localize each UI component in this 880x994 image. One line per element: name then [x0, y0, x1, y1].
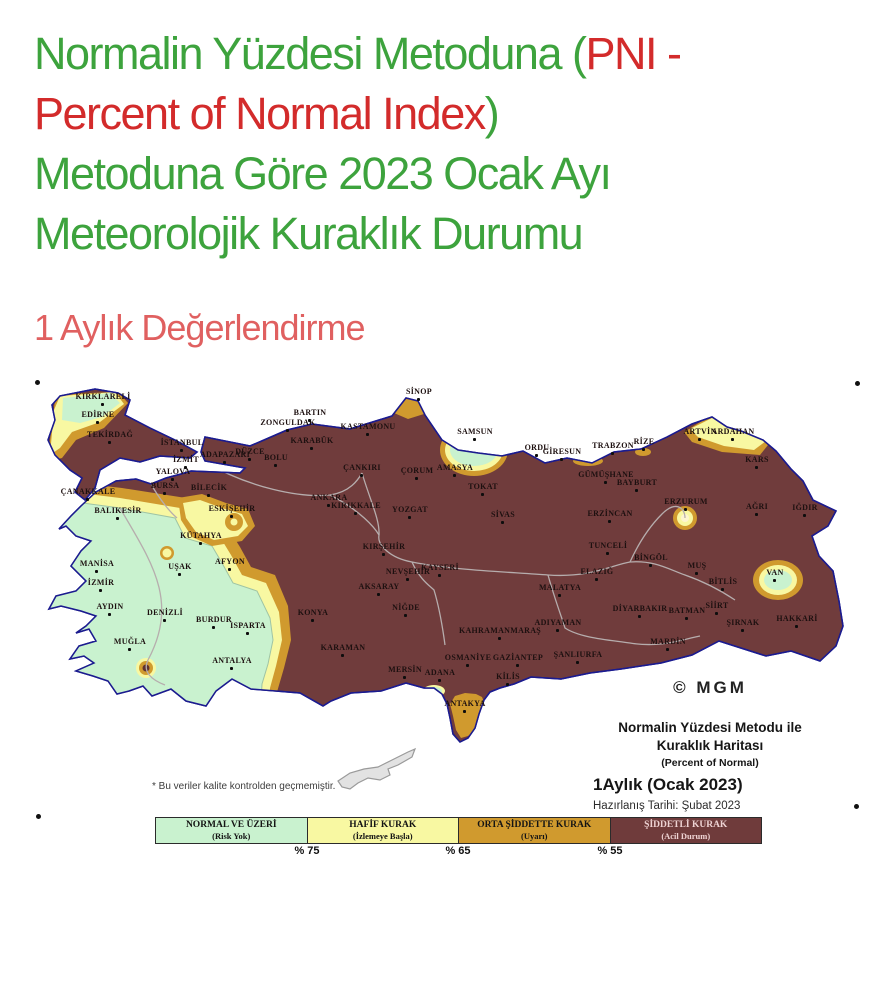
legend-item-moderate: ORTA ŞİDDETTE KURAK (Uyarı): [459, 818, 611, 843]
legend-item-subtitle: (Uyarı): [521, 831, 548, 841]
legend-item-subtitle: (İzlemeye Başla): [352, 831, 413, 841]
legend-threshold: % 65: [445, 845, 471, 857]
legend-item-title: ORTA ŞİDDETTE KURAK: [477, 820, 592, 830]
legend-item-subtitle: (Acil Durum): [661, 831, 711, 841]
region-thrace-normal: [62, 393, 120, 423]
anomaly-van-normal: [764, 570, 792, 590]
province-borders: [119, 461, 736, 686]
corner-dot: [854, 804, 859, 809]
title-part-green-3: Metoduna Göre 2023 Ocak Ayı Meteorolojik…: [34, 148, 612, 259]
page-title: Normalin Yüzdesi Metoduna (PNI - Percent…: [34, 24, 754, 264]
anatolia-coastline: [47, 397, 844, 743]
legend-item-title: NORMAL VE ÜZERİ: [185, 820, 277, 830]
caption-line-1: Normalin Yüzdesi Metodu ile: [618, 720, 802, 735]
map-caption: Normalin Yüzdesi Metodu ile Kuraklık Har…: [585, 719, 835, 814]
caption-line-3: (Percent of Normal): [661, 757, 759, 769]
anomaly-kutahya-south-inner: [162, 548, 172, 558]
article-header: Normalin Yüzdesi Metoduna (PNI - Percent…: [0, 0, 880, 348]
anomaly-sinop-moderate: [394, 398, 424, 419]
corner-dot: [855, 381, 860, 386]
legend-item-normal: NORMAL VE ÜZERİ (Risk Yok): [156, 818, 308, 843]
anomaly-artvin-mild: [690, 418, 766, 450]
legend-item-mild: HAFİF KURAK (İzlemeye Başla): [307, 818, 459, 843]
drought-map-figure: KIRKLARELİ EDİRNE TEKİRDAĞ İSTANBUL YALOVA İZ…: [0, 375, 880, 880]
title-part-green-1: Normalin Yüzdesi Metoduna (: [34, 28, 587, 79]
caption-period: 1Aylık (Ocak 2023): [593, 775, 743, 794]
quality-note: * Bu veriler kalite kontrolden geçmemişt…: [152, 781, 336, 792]
anomaly-rize-moderate: [635, 448, 651, 456]
page-subtitle: 1 Aylık Değerlendirme: [34, 307, 366, 348]
legend-item-subtitle: (Risk Yok): [212, 831, 251, 841]
turkey-drought-map: [47, 388, 844, 743]
anomaly-trabzon-moderate: [573, 456, 603, 466]
title-part-red: PNI - Percent of Normal Index: [34, 28, 682, 139]
corner-dot: [36, 814, 41, 819]
mgm-copyright: © MGM: [673, 678, 747, 697]
legend-item-title: HAFİF KURAK: [349, 820, 417, 830]
thrace-coastline: [47, 388, 199, 502]
caption-date: Hazırlanış Tarihi: Şubat 2023: [593, 800, 741, 812]
map-legend: NORMAL VE ÜZERİ (Risk Yok) HAFİF KURAK (…: [155, 817, 762, 844]
caption-line-2: Kuraklık Haritası: [656, 738, 764, 753]
legend-threshold: % 55: [597, 845, 623, 857]
legend-item-title: ŞİDDETLİ KURAK: [644, 820, 728, 830]
legend-threshold: % 75: [294, 845, 320, 857]
anomaly-eskisehir-inner: [230, 518, 238, 526]
cyprus-island: [337, 747, 417, 790]
title-part-green-2: ): [484, 88, 500, 139]
legend-item-severe: ŞİDDETLİ KURAK (Acil Durum): [610, 818, 761, 843]
corner-dot: [35, 380, 40, 385]
